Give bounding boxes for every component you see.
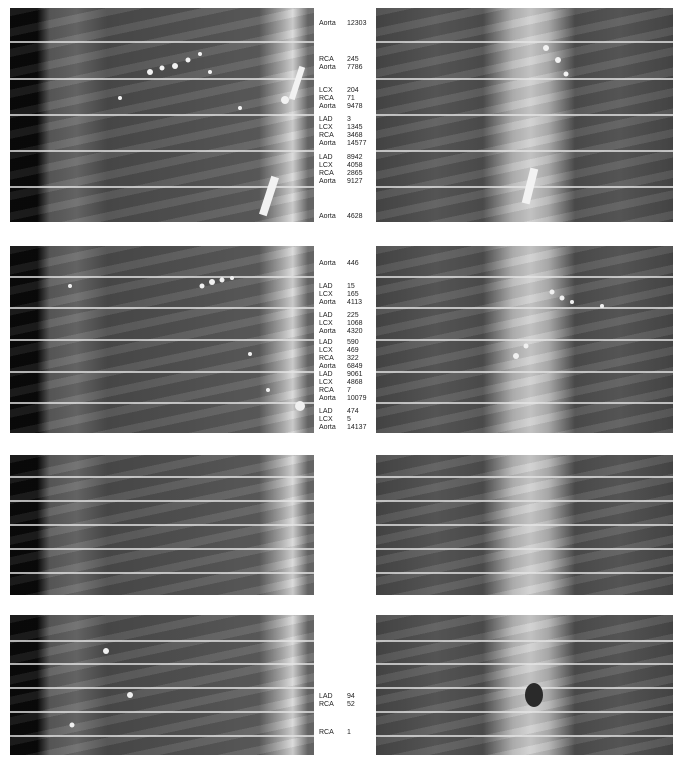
sagittal-ct-slice-row-1	[10, 8, 314, 222]
reference-lines	[376, 476, 673, 574]
reference-lines	[10, 640, 314, 737]
sagittal-ct-slice-row-2	[10, 246, 314, 433]
sagittal-ct-slice-row-4	[10, 615, 314, 755]
coronal-ct-slice-row-3	[376, 455, 673, 595]
reference-lines	[376, 640, 673, 737]
coronal-ct-slice-row-2	[376, 246, 673, 433]
sagittal-ct-slice-row-3	[10, 455, 314, 595]
reference-lines	[376, 276, 673, 404]
reference-lines	[376, 41, 673, 205]
coronal-ct-slice-row-4	[376, 615, 673, 755]
reference-lines	[10, 476, 314, 574]
coronal-ct-slice-row-1	[376, 8, 673, 222]
reference-lines	[10, 276, 314, 411]
reference-lines	[10, 41, 314, 217]
